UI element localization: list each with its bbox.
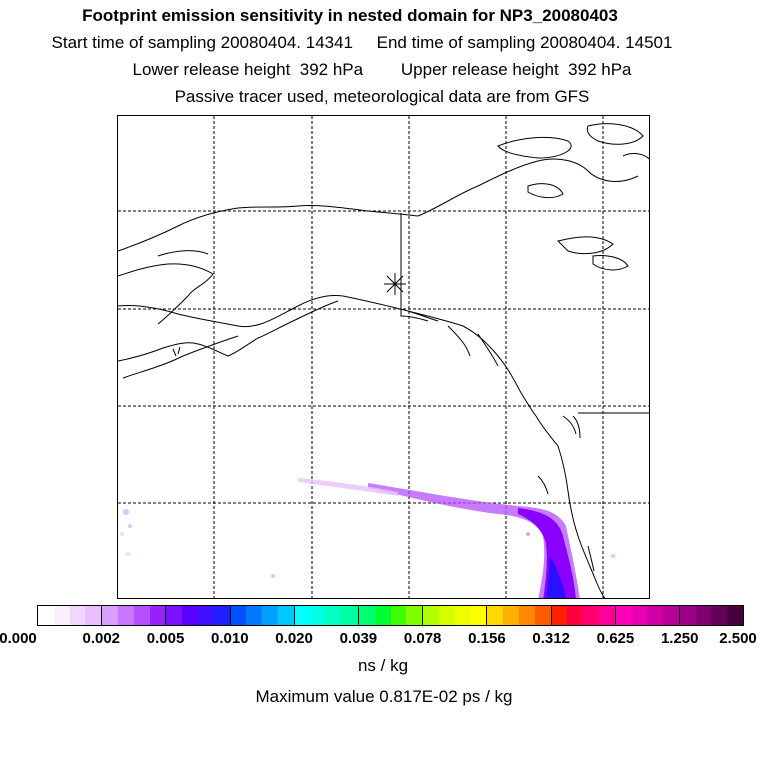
colorbar-swatch [663,606,680,625]
release-height-line: Lower release height 392 hPa Upper relea… [132,60,632,79]
colorbar-swatch [310,606,327,625]
colorbar-tick-labels: 0.000 0.002 0.005 0.010 0.020 0.039 0.078 0.156… [0,630,768,650]
colorbar-swatch [197,606,214,625]
colorbar-tick-label: 0.156 [468,630,506,647]
colorbar-swatch [38,606,54,625]
colorbar-tick-label: 1.250 [660,630,699,647]
colorbar-swatch [262,606,278,625]
colorbar-swatch [69,606,86,625]
colorbar-swatch [631,606,648,625]
colorbar-swatch [374,606,391,625]
colorbar-swatch [182,606,198,625]
colorbar-swatch [615,606,632,625]
colorbar-swatch [454,606,471,625]
colorbar-tick-label: 0.010 [211,630,249,647]
colorbar-tick-label: 2.500 [719,630,757,647]
colorbar-tick-label: 0.000 [0,630,37,647]
colorbar-tick-label: 0.078 [403,630,442,647]
colorbar-tick-label: 0.312 [532,630,570,647]
graticule [118,116,649,598]
colorbar-swatch [390,606,407,625]
colorbar-swatch [85,606,103,625]
coastlines [118,123,649,598]
colorbar-swatch [342,606,359,625]
colorbar-swatch [166,606,183,625]
colorbar-swatch [149,606,167,625]
sampling-time-line: Start time of sampling 20080404. 14341 E… [51,33,673,52]
colorbar-swatch [117,606,134,625]
colorbar-swatch [213,606,231,625]
colorbar-swatch [695,606,712,625]
colorbar-swatch [551,606,568,625]
colorbar-units: ns / kg [357,656,409,675]
tracer-info-line: Passive tracer used, meteorological data… [174,87,590,106]
colorbar [37,605,744,626]
map-title: Footprint emission sensitivity in nested… [82,6,618,25]
colorbar-tick-label: 0.005 [146,630,185,647]
colorbar-swatch [598,606,616,625]
colorbar-swatch [647,606,664,625]
emission-plume [120,478,615,598]
colorbar-swatch [679,606,696,625]
colorbar-tick-label: 0.625 [596,630,635,647]
colorbar-swatch [487,606,504,625]
colorbar-tick-label: 0.002 [82,630,121,647]
colorbar-swatch [358,606,375,625]
colorbar-swatch [727,606,744,625]
colorbar-swatch [503,606,519,625]
colorbar-swatch [326,606,343,625]
footprint-map [117,115,650,599]
colorbar-tick-label: 0.020 [275,630,313,647]
release-point-star [384,273,406,295]
colorbar-swatch [230,606,247,625]
colorbar-swatch [53,606,70,625]
maximum-value-label: Maximum value 0.817E-02 ps / kg [255,687,513,706]
colorbar-swatch [406,606,424,625]
colorbar-swatch [518,606,535,625]
colorbar-swatch [277,606,295,625]
colorbar-swatch [583,606,599,625]
colorbar-tick-label: 0.039 [339,630,378,647]
colorbar-swatch [711,606,728,625]
map-canvas [118,116,649,598]
colorbar-swatch [534,606,552,625]
colorbar-swatch [438,606,455,625]
colorbar-swatch [423,606,439,625]
colorbar-swatch [294,606,311,625]
colorbar-swatch [567,606,584,625]
colorbar-swatch [470,606,488,625]
colorbar-swatch [102,606,118,625]
colorbar-swatch [133,606,150,625]
colorbar-swatch [246,606,263,625]
